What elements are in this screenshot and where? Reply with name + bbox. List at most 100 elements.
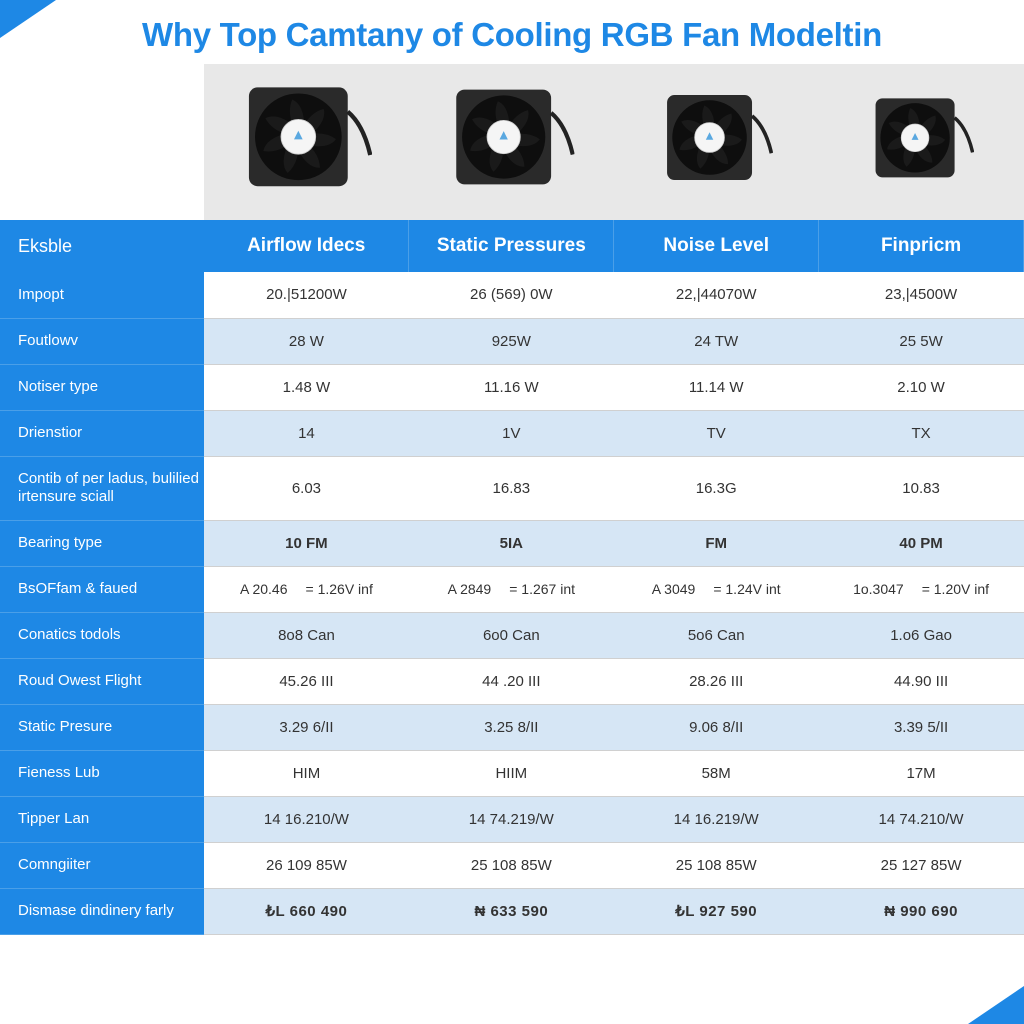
data-cell: 44 .20 III	[409, 658, 614, 704]
fan-image-1	[204, 64, 409, 220]
row-label: Notiser type	[0, 364, 204, 410]
row-label: Dismase dindinery farly	[0, 888, 204, 934]
table-row: Drienstior141VTVTX	[0, 410, 1024, 456]
data-cell: 25 108 85W	[409, 842, 614, 888]
data-cell: ₺L 660 490	[204, 888, 409, 934]
data-cell: ₺L 927 590	[614, 888, 819, 934]
data-cell: HIIM	[409, 750, 614, 796]
column-header: Airflow Idecs	[204, 220, 409, 272]
data-cell: 5o6 Can	[614, 612, 819, 658]
corner-accent-top-left	[0, 0, 56, 38]
row-label: Comngiiter	[0, 842, 204, 888]
data-cell: 26 (569) 0W	[409, 272, 614, 318]
column-header: Finpricm	[819, 220, 1024, 272]
data-cell: TV	[614, 410, 819, 456]
data-cell: 9.06 8/II	[614, 704, 819, 750]
data-cell: 3.39 5/II	[819, 704, 1024, 750]
fan-image-2	[409, 64, 614, 220]
data-cell: A 20.46= 1.26V inf	[204, 566, 409, 612]
data-cell: 5IA	[409, 520, 614, 566]
data-cell: ₦ 990 690	[819, 888, 1024, 934]
data-cell: 1.o6 Gao	[819, 612, 1024, 658]
page-title: Why Top Camtany of Cooling RGB Fan Model…	[0, 0, 1024, 64]
table-row: Contib of per ladus, bulilied irtensure …	[0, 456, 1024, 520]
data-cell: 14 16.219/W	[614, 796, 819, 842]
table-row: BsOFfam & fauedA 20.46= 1.26V infA 2849=…	[0, 566, 1024, 612]
data-cell: A 3049= 1.24V int	[614, 566, 819, 612]
row-label: Contib of per ladus, bulilied irtensure …	[0, 456, 204, 520]
data-cell: 14 74.219/W	[409, 796, 614, 842]
data-cell: FM	[614, 520, 819, 566]
comparison-table: EksbleAirflow IdecsStatic PressuresNoise…	[0, 220, 1024, 935]
row-label: BsOFfam & faued	[0, 566, 204, 612]
data-cell: 22,|44070W	[614, 272, 819, 318]
table-row: Comngiiter26 109 85W25 108 85W25 108 85W…	[0, 842, 1024, 888]
table-row: Foutlowv28 W925W24 TW25 5W	[0, 318, 1024, 364]
table-row: Impopt20.|51200W26 (569) 0W22,|44070W23,…	[0, 272, 1024, 318]
table-row: Conatics todols8o8 Can6o0 Can5o6 Can1.o6…	[0, 612, 1024, 658]
data-cell: 16.83	[409, 456, 614, 520]
fan-image-4	[819, 64, 1024, 220]
data-cell: 25 5W	[819, 318, 1024, 364]
table-row: Tipper Lan14 16.210/W14 74.219/W14 16.21…	[0, 796, 1024, 842]
data-cell: 11.14 W	[614, 364, 819, 410]
data-cell: 20.|51200W	[204, 272, 409, 318]
table-row: Bearing type10 FM5IAFM40 PM	[0, 520, 1024, 566]
fan-image-3	[614, 64, 819, 220]
data-cell: 14 16.210/W	[204, 796, 409, 842]
table-header-row: EksbleAirflow IdecsStatic PressuresNoise…	[0, 220, 1024, 272]
data-cell: 23,|4500W	[819, 272, 1024, 318]
data-cell: 26 109 85W	[204, 842, 409, 888]
table-row: Fieness LubHIMHIIM58M17M	[0, 750, 1024, 796]
data-cell: 6o0 Can	[409, 612, 614, 658]
data-cell: 1o.3047= 1.20V inf	[819, 566, 1024, 612]
row-label: Impopt	[0, 272, 204, 318]
row-label: Drienstior	[0, 410, 204, 456]
data-cell: 40 PM	[819, 520, 1024, 566]
data-cell: 11.16 W	[409, 364, 614, 410]
product-image-row	[0, 64, 1024, 220]
row-label: Foutlowv	[0, 318, 204, 364]
table-row: Dismase dindinery farly₺L 660 490₦ 633 5…	[0, 888, 1024, 934]
row-label: Conatics todols	[0, 612, 204, 658]
table-row: Roud Owest Flight45.26 III44 .20 III28.2…	[0, 658, 1024, 704]
header-label-cell: Eksble	[0, 220, 204, 272]
data-cell: 2.10 W	[819, 364, 1024, 410]
data-cell: 1.48 W	[204, 364, 409, 410]
row-label: Tipper Lan	[0, 796, 204, 842]
row-label: Static Presure	[0, 704, 204, 750]
data-cell: 44.90 III	[819, 658, 1024, 704]
column-header: Noise Level	[614, 220, 819, 272]
data-cell: 14	[204, 410, 409, 456]
data-cell: 6.03	[204, 456, 409, 520]
data-cell: TX	[819, 410, 1024, 456]
row-label: Bearing type	[0, 520, 204, 566]
data-cell: 25 127 85W	[819, 842, 1024, 888]
corner-accent-bottom-right	[968, 986, 1024, 1024]
data-cell: 16.3G	[614, 456, 819, 520]
data-cell: 10.83	[819, 456, 1024, 520]
table-row: Static Presure3.29 6/II3.25 8/II9.06 8/I…	[0, 704, 1024, 750]
data-cell: A 2849= 1.267 int	[409, 566, 614, 612]
data-cell: 925W	[409, 318, 614, 364]
data-cell: 58M	[614, 750, 819, 796]
data-cell: HIM	[204, 750, 409, 796]
data-cell: 3.29 6/II	[204, 704, 409, 750]
data-cell: 24 TW	[614, 318, 819, 364]
data-cell: 28 W	[204, 318, 409, 364]
data-cell: ₦ 633 590	[409, 888, 614, 934]
data-cell: 28.26 III	[614, 658, 819, 704]
image-row-spacer	[0, 64, 204, 220]
data-cell: 1V	[409, 410, 614, 456]
data-cell: 14 74.210/W	[819, 796, 1024, 842]
row-label: Roud Owest Flight	[0, 658, 204, 704]
table-row: Notiser type1.48 W11.16 W11.14 W2.10 W	[0, 364, 1024, 410]
data-cell: 17M	[819, 750, 1024, 796]
data-cell: 8o8 Can	[204, 612, 409, 658]
row-label: Fieness Lub	[0, 750, 204, 796]
data-cell: 10 FM	[204, 520, 409, 566]
data-cell: 45.26 III	[204, 658, 409, 704]
data-cell: 3.25 8/II	[409, 704, 614, 750]
column-header: Static Pressures	[409, 220, 614, 272]
data-cell: 25 108 85W	[614, 842, 819, 888]
